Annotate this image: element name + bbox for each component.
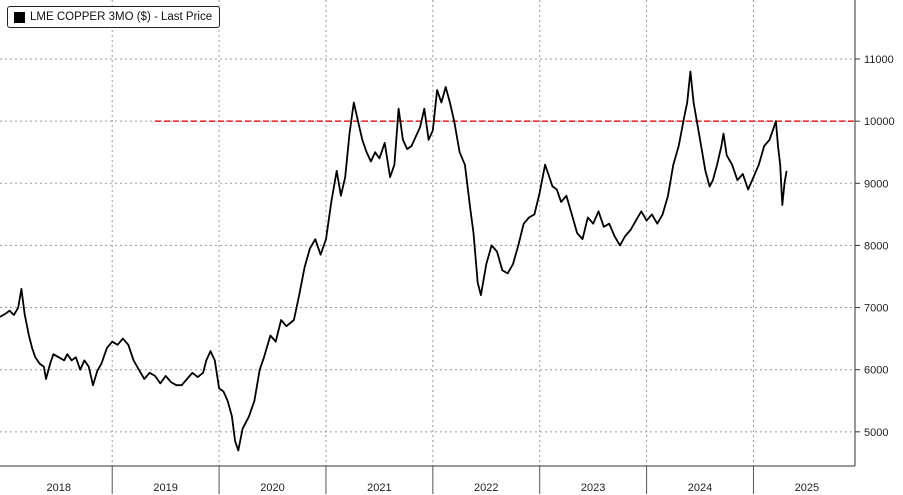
- y-tick-label: 11000: [864, 54, 894, 66]
- legend-label: LME COPPER 3MO ($) - Last Price: [30, 11, 213, 23]
- price-series-layer: [0, 70, 788, 452]
- x-tick-label: 2018: [47, 482, 71, 494]
- x-tick-label: 2024: [688, 482, 712, 494]
- x-tick-label: 2021: [367, 482, 391, 494]
- y-tick-label: 7000: [864, 303, 888, 315]
- x-tick-label: 2025: [795, 482, 819, 494]
- y-tick-label: 6000: [864, 365, 888, 377]
- y-tick-label: 5000: [864, 427, 888, 439]
- x-tick-label: 2020: [260, 482, 284, 494]
- chart-legend: LME COPPER 3MO ($) - Last Price: [7, 6, 221, 28]
- chart-grid: [0, 0, 855, 466]
- y-tick-label: 9000: [864, 178, 888, 190]
- y-tick-label: 8000: [864, 240, 888, 252]
- price-line: [0, 70, 788, 452]
- x-tick-label: 2023: [581, 482, 605, 494]
- y-tick-label: 10000: [864, 116, 895, 128]
- x-tick-label: 2022: [474, 482, 498, 494]
- legend-swatch: [14, 11, 25, 23]
- x-tick-label: 2019: [153, 482, 177, 494]
